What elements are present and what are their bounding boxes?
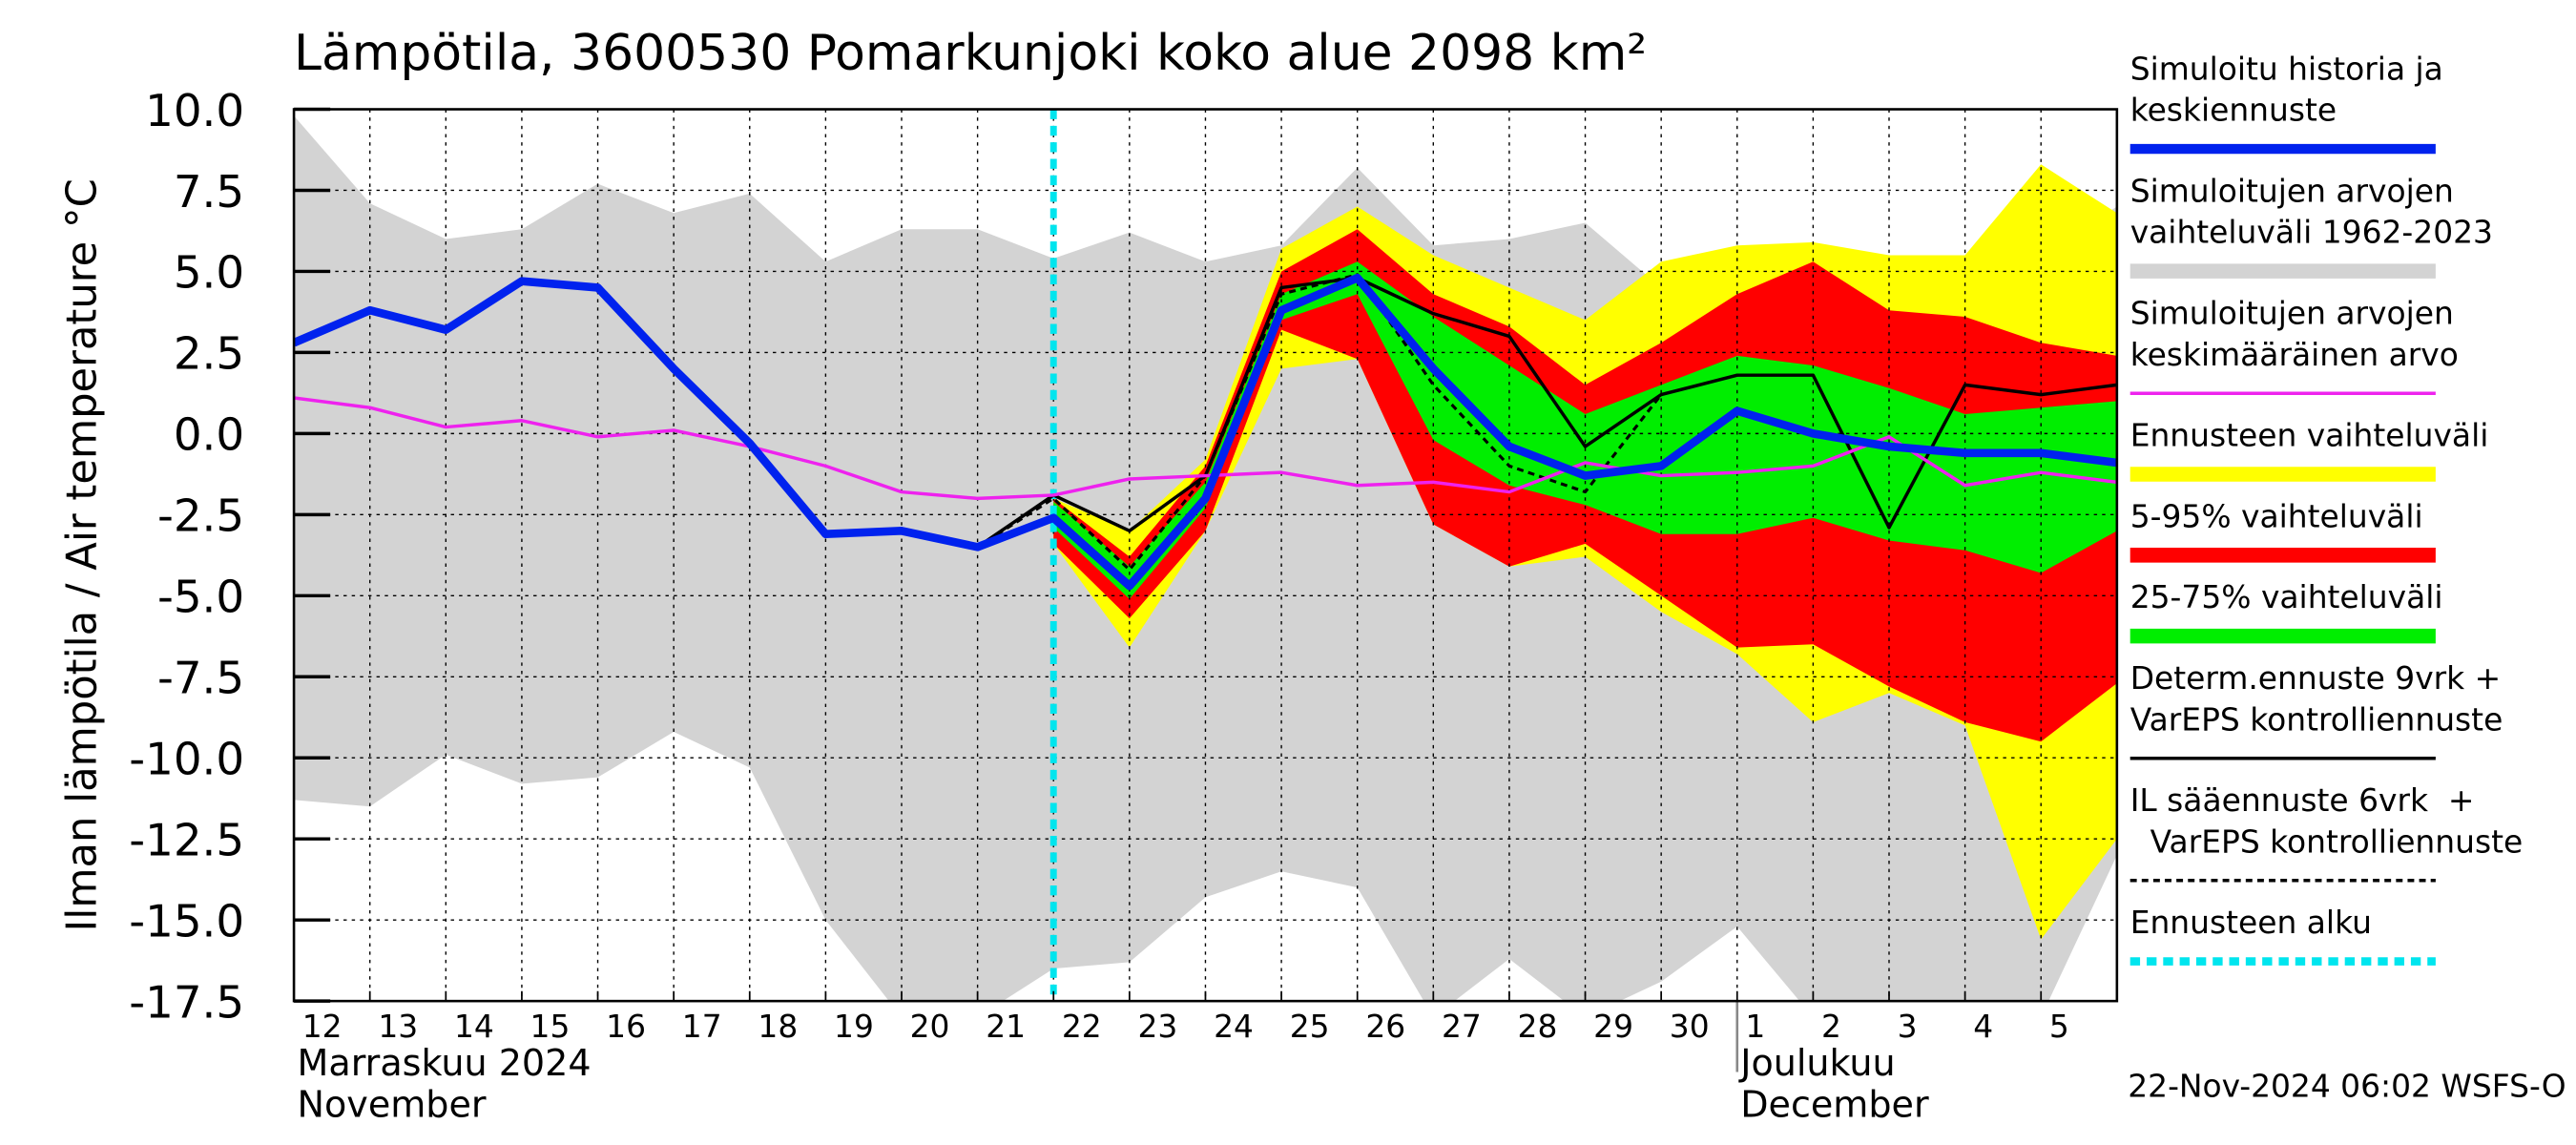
legend-entry: IL sääennuste 6vrk + VarEPS kontrollienn… — [2129, 782, 2524, 862]
x-tick-label: 28 — [1518, 1008, 1558, 1045]
month-label: Marraskuu 2024 — [298, 1042, 592, 1084]
x-tick-label: 4 — [1973, 1008, 1993, 1045]
legend-label: Simuloitu historia ja keskiennuste — [2129, 51, 2443, 130]
plot-area — [294, 109, 2117, 1002]
legend-entry: Simuloitujen arvojen keskimääräinen arvo — [2129, 296, 2459, 374]
x-tick-label: 26 — [1365, 1008, 1405, 1045]
x-tick-label: 3 — [1898, 1008, 1918, 1045]
legend: Simuloitu historia ja keskiennuste Simulo… — [2129, 51, 2524, 966]
x-tick-label: 30 — [1670, 1008, 1710, 1045]
y-tick-label: -10.0 — [129, 735, 244, 786]
y-tick-label: 10.0 — [145, 86, 244, 137]
x-tick-label: 17 — [682, 1008, 722, 1045]
legend-entry: Simuloitu historia ja keskiennuste — [2129, 51, 2443, 130]
x-tick-label: 20 — [910, 1008, 950, 1045]
legend-entry: Determ.ennuste 9vrk + VarEPS kontrollien… — [2129, 660, 2503, 739]
y-tick-label: -17.5 — [129, 977, 244, 1029]
y-axis-label: Ilman lämpötila / Air temperature °C — [58, 178, 106, 931]
legend-label: 25-75% vaihteluväli — [2129, 579, 2443, 616]
month-label-en: December — [1740, 1083, 1929, 1125]
legend-entry: 5-95% vaihteluväli — [2129, 498, 2423, 536]
legend-entry: Ennusteen alku — [2129, 905, 2372, 942]
x-tick-label: 12 — [302, 1008, 343, 1045]
legend-label: Simuloitujen arvojen vaihteluväli 1962-2… — [2129, 174, 2493, 252]
legend-label: IL sääennuste 6vrk + VarEPS kontrollienn… — [2129, 782, 2524, 862]
y-tick-label: -12.5 — [129, 816, 244, 867]
x-tick-label: 24 — [1214, 1008, 1254, 1045]
month-label: Joulukuu — [1738, 1042, 1895, 1084]
x-tick-label: 23 — [1137, 1008, 1177, 1045]
legend-label: Simuloitujen arvojen keskimääräinen arvo — [2129, 296, 2459, 374]
y-tick-label: -5.0 — [157, 572, 244, 624]
legend-entry: Ennusteen vaihteluväli — [2129, 418, 2489, 455]
y-tick-label: 0.0 — [174, 410, 244, 462]
legend-label: Ennusteen alku — [2129, 905, 2372, 942]
timestamp: 22-Nov-2024 06:02 WSFS-O — [2128, 1068, 2566, 1105]
lines — [294, 109, 2117, 1002]
x-tick-label: 16 — [606, 1008, 646, 1045]
axes: 10.0 7.5 5.0 2.5 0.0 -2.5 -5.0 -7.5 -10.0 -12.5 -1… — [129, 86, 2119, 1125]
legend-label: Ennusteen vaihteluväli — [2129, 418, 2489, 455]
x-tick-label: 22 — [1062, 1008, 1102, 1045]
legend-label: Determ.ennuste 9vrk + VarEPS kontrollien… — [2129, 660, 2503, 739]
y-tick-label: 2.5 — [174, 329, 244, 381]
chart-title: Lämpötila, 3600530 Pomarkunjoki koko alu… — [294, 25, 1647, 82]
x-tick-label: 14 — [454, 1008, 494, 1045]
x-tick-label: 25 — [1290, 1008, 1330, 1045]
x-tick-label: 13 — [378, 1008, 418, 1045]
legend-entry: 25-75% vaihteluväli — [2129, 579, 2443, 616]
x-tick-label: 21 — [986, 1008, 1026, 1045]
x-tick-label: 5 — [2049, 1008, 2069, 1045]
series-line — [976, 276, 2117, 549]
series-line — [294, 396, 2117, 501]
series-line — [976, 273, 1663, 572]
month-label-en: November — [298, 1083, 487, 1125]
x-tick-label: 27 — [1442, 1008, 1482, 1045]
x-tick-label: 2 — [1821, 1008, 1841, 1045]
y-tick-label: 5.0 — [174, 248, 244, 300]
plot-frame — [292, 108, 2119, 1003]
y-tick-label: 7.5 — [174, 167, 244, 219]
y-tick-label: -7.5 — [157, 654, 244, 705]
series-line — [294, 273, 2117, 591]
legend-label: 5-95% vaihteluväli — [2129, 498, 2423, 536]
x-tick-label: 19 — [834, 1008, 874, 1045]
y-tick-label: -15.0 — [129, 896, 244, 947]
x-tick-label: 1 — [1745, 1008, 1765, 1045]
x-tick-label: 15 — [530, 1008, 571, 1045]
x-tick-label: 29 — [1593, 1008, 1633, 1045]
band — [1053, 261, 2117, 599]
legend-entry: Simuloitujen arvojen vaihteluväli 1962-2… — [2129, 174, 2493, 252]
y-tick-label: -2.5 — [157, 491, 244, 543]
x-tick-label: 18 — [758, 1008, 798, 1045]
